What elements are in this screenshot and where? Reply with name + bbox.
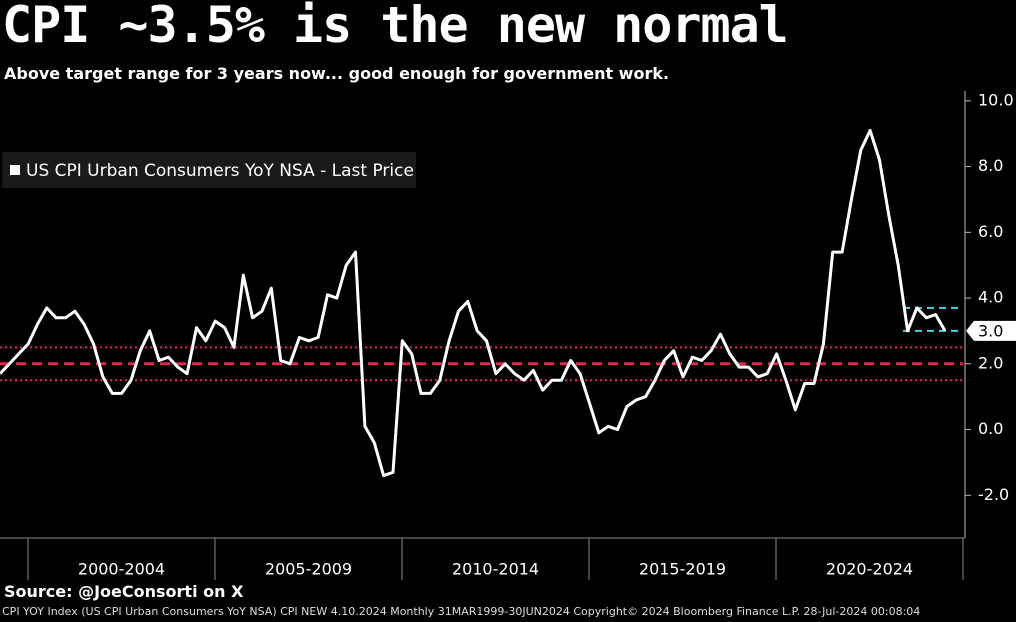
chart-title: CPI ~3.5% is the new normal (2, 0, 789, 54)
legend-swatch (10, 165, 20, 175)
x-tick-label: 2015-2019 (639, 560, 726, 579)
legend-box (2, 152, 416, 188)
x-tick-label: 2005-2009 (265, 560, 352, 579)
y-tick-label: 2.0 (978, 353, 1003, 372)
last-price-label: 3.0 (978, 321, 1003, 340)
x-tick-label: 2020-2024 (826, 560, 913, 579)
chart-subtitle: Above target range for 3 years now... go… (4, 64, 670, 83)
y-tick-label: 6.0 (978, 222, 1003, 241)
series-line (0, 128, 947, 478)
legend-label: US CPI Urban Consumers YoY NSA - Last Pr… (26, 161, 414, 181)
y-tick-label: 8.0 (978, 156, 1003, 175)
last-price-badge (966, 320, 1016, 341)
footer: CPI YOY Index (US CPI Urban Consumers Yo… (2, 605, 921, 618)
y-tick-label: 10.0 (978, 90, 1014, 109)
x-tick-label: 2010-2014 (452, 560, 539, 579)
x-tick-label: 2000-2004 (78, 560, 165, 579)
y-tick-label: 4.0 (978, 288, 1003, 307)
source: Source: @JoeConsorti on X (4, 582, 244, 601)
y-tick-label: -2.0 (978, 485, 1009, 504)
y-tick-label: 0.0 (978, 419, 1003, 438)
